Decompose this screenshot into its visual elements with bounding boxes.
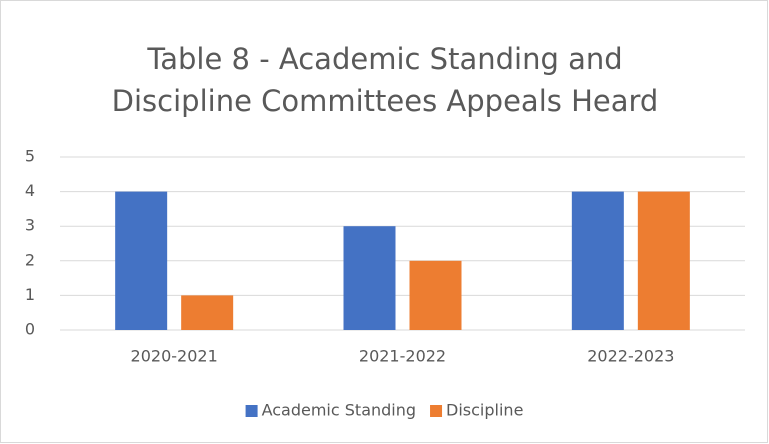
y-tick-label: 0	[25, 320, 35, 339]
bar	[115, 191, 168, 330]
x-tick-label: 2020-2021	[131, 347, 218, 366]
bar	[637, 191, 690, 330]
bar	[343, 226, 396, 330]
x-tick-label: 2021-2022	[359, 347, 446, 366]
legend-label: Discipline	[446, 401, 523, 420]
bar	[571, 191, 624, 330]
legend-swatch	[245, 405, 258, 417]
legend-label: Academic Standing	[262, 401, 416, 420]
y-tick-label: 1	[25, 285, 35, 304]
chart-title: Table 8 - Academic Standing and Discipli…	[111, 42, 659, 118]
bar	[409, 260, 462, 330]
legend-swatch	[430, 405, 443, 417]
y-tick-label: 5	[25, 147, 35, 166]
x-tick-label: 2022-2023	[587, 347, 674, 366]
y-tick-label: 4	[25, 181, 35, 200]
bar	[181, 295, 234, 330]
y-tick-label: 3	[25, 216, 35, 235]
y-tick-label: 2	[25, 250, 35, 269]
